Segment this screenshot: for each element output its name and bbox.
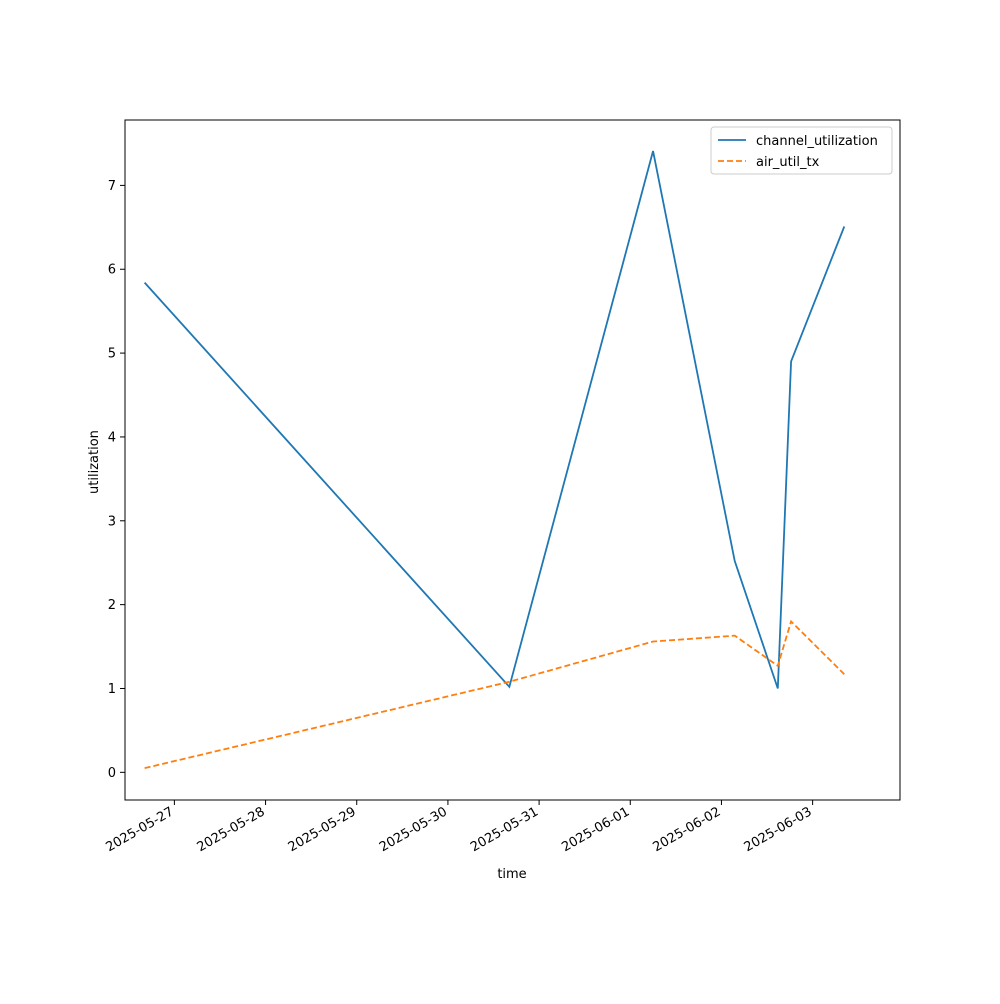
series-line-air_util_tx xyxy=(144,619,845,770)
y-tick-label: 7 xyxy=(108,179,116,194)
x-axis-label: time xyxy=(497,867,526,882)
legend-box xyxy=(710,126,893,175)
x-tick-label: 2025-06-01 xyxy=(559,804,632,855)
y-tick-label: 2 xyxy=(108,598,116,613)
x-tick-label: 2025-05-29 xyxy=(286,804,359,855)
series-line-channel_utilization xyxy=(143,150,846,689)
plot-frame xyxy=(124,119,901,801)
y-tick-label: 1 xyxy=(108,682,116,697)
x-tick-label: 2025-06-02 xyxy=(651,804,724,855)
legend-label-channel_utilization: channel_utilization xyxy=(756,134,878,149)
y-tick-label: 5 xyxy=(108,347,116,362)
y-axis-label: utilization xyxy=(87,430,102,494)
y-tick-label: 4 xyxy=(108,430,116,445)
x-tick-label: 2025-05-31 xyxy=(468,804,541,855)
y-tick-label: 0 xyxy=(108,766,116,781)
x-tick-label: 2025-05-30 xyxy=(377,804,450,855)
legend: channel_utilization air_util_tx xyxy=(710,126,893,175)
legend-label-air_util_tx: air_util_tx xyxy=(756,155,820,170)
x-tick-label: 2025-05-28 xyxy=(195,804,268,855)
y-tick-label: 6 xyxy=(108,263,116,278)
plot-area xyxy=(125,120,900,800)
y-tick-label: 3 xyxy=(108,514,116,529)
x-tick-label: 2025-06-03 xyxy=(742,804,815,855)
x-tick-label: 2025-05-27 xyxy=(103,804,176,855)
